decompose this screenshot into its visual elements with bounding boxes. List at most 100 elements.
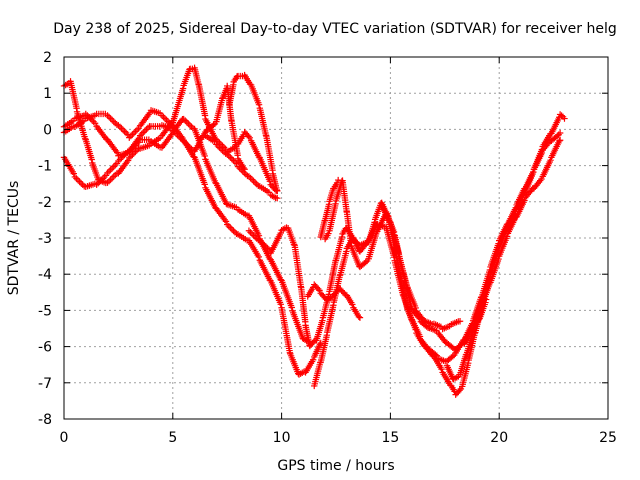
data-point: [241, 169, 248, 177]
data-point: [112, 161, 119, 169]
data-point: [74, 176, 82, 184]
data-point: [126, 134, 133, 141]
data-point: [230, 227, 237, 234]
data-point: [144, 124, 152, 132]
series-arc-3: [60, 110, 324, 378]
data-point: [274, 194, 281, 202]
data-point: [118, 125, 125, 132]
data-point: [107, 176, 114, 183]
data-point: [141, 127, 149, 135]
data-point: [255, 253, 262, 261]
data-point: [183, 118, 190, 126]
data-point: [556, 137, 564, 144]
data-point: [110, 163, 117, 170]
data-point: [438, 365, 445, 373]
data-point: [288, 304, 295, 311]
data-point: [245, 227, 253, 234]
data-point: [248, 176, 256, 183]
data-point: [251, 179, 259, 186]
data-point: [217, 145, 225, 153]
data-point: [495, 240, 502, 247]
x-tick-label: 5: [168, 430, 177, 446]
data-point: [228, 225, 236, 233]
data-point: [255, 101, 263, 108]
grid-lines: [64, 57, 608, 419]
data-point: [223, 85, 230, 92]
data-point: [143, 126, 150, 133]
data-point: [432, 351, 439, 358]
data-point: [201, 152, 208, 160]
data-point: [556, 137, 563, 145]
data-point: [107, 166, 114, 173]
data-point: [274, 187, 281, 195]
y-tick-label: -7: [38, 376, 52, 392]
series-arc-6: [202, 132, 281, 202]
data-point: [469, 320, 476, 327]
y-tick-label: -4: [38, 267, 52, 283]
data-point: [216, 144, 223, 151]
data-point: [245, 133, 252, 140]
data-point: [228, 155, 236, 163]
data-point: [121, 128, 128, 135]
data-point: [122, 129, 130, 137]
y-tick-label: -1: [38, 159, 52, 175]
data-point: [112, 171, 119, 179]
data-point: [119, 126, 127, 134]
data-point: [547, 156, 554, 164]
data-point: [185, 120, 192, 127]
series-arc-5: [226, 71, 281, 195]
series-arc-1: [60, 115, 314, 347]
data-point: [246, 134, 254, 142]
data-point: [482, 296, 490, 303]
data-point: [127, 132, 135, 140]
data-point: [230, 157, 237, 164]
data-point: [140, 129, 147, 136]
data-point: [316, 341, 324, 348]
data-point: [222, 218, 230, 225]
data-point: [325, 230, 332, 237]
data-point: [412, 304, 419, 312]
data-marks: [60, 64, 568, 398]
data-point: [512, 204, 519, 211]
series-arc-13: [443, 296, 490, 383]
data-point: [108, 116, 116, 124]
data-point: [362, 258, 369, 266]
data-point: [160, 113, 167, 121]
data-point: [107, 115, 114, 122]
data-point: [105, 168, 113, 175]
data-point: [108, 174, 116, 182]
data-point: [231, 158, 239, 166]
series-arc-10: [304, 281, 364, 321]
x-tick-label: 15: [381, 430, 399, 446]
x-tick-label: 20: [490, 430, 508, 446]
data-point: [179, 85, 187, 92]
data-point: [227, 224, 234, 231]
y-tick-label: 0: [43, 122, 52, 138]
data-point: [227, 154, 234, 161]
series-arc-12: [378, 202, 464, 333]
data-point: [132, 128, 139, 135]
y-tick-label: -6: [38, 340, 52, 356]
y-tick-label: -2: [38, 195, 52, 211]
data-point: [130, 129, 138, 137]
data-point: [247, 229, 254, 236]
data-point: [554, 132, 561, 140]
data-point: [219, 147, 226, 154]
data-point: [214, 142, 222, 150]
data-point: [110, 118, 117, 125]
data-point: [486, 266, 494, 274]
x-tick-label: 25: [599, 430, 617, 446]
series-arc-9: [311, 129, 564, 390]
data-point: [81, 135, 89, 142]
data-point: [456, 318, 464, 325]
data-point: [77, 179, 85, 187]
data-point: [556, 129, 564, 137]
data-point: [456, 387, 463, 394]
y-tick-label: 2: [43, 50, 52, 66]
data-point: [349, 301, 356, 308]
data-point: [201, 181, 208, 188]
x-tick-label: 0: [60, 430, 69, 446]
data-point: [76, 178, 83, 185]
